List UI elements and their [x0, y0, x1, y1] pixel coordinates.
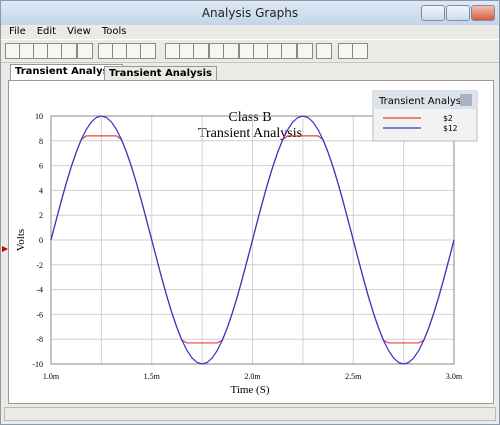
tab[interactable]: Transient Analysis	[104, 66, 217, 81]
y-tick-label: 0	[39, 236, 43, 245]
chart-subtitle: Transient Analysis	[198, 126, 302, 141]
title-bar: Analysis Graphs	[1, 1, 499, 25]
legend: Transient Analysis $2$12	[372, 90, 478, 142]
toolbar-button[interactable]	[352, 43, 368, 59]
chart-title: Class B	[228, 110, 271, 125]
y-tick-label: 2	[39, 211, 43, 220]
window-title: Analysis Graphs	[201, 6, 299, 20]
toolbar-button[interactable]	[223, 43, 239, 59]
x-tick-label: 2.5m	[345, 372, 362, 381]
y-tick-label: -10	[32, 360, 43, 369]
x-tick-label: 3.0m	[446, 372, 463, 381]
y-axis-label: Volts	[15, 229, 27, 251]
toolbar	[1, 39, 499, 63]
menu-item[interactable]: File	[9, 26, 26, 37]
cursor-marker	[2, 246, 8, 252]
series-line	[50, 115, 455, 365]
maximize-button[interactable]	[446, 5, 470, 21]
y-tick-label: 8	[39, 137, 43, 146]
y-tick-label: 4	[39, 186, 43, 195]
menu-item[interactable]: Edit	[36, 26, 57, 37]
x-axis-label: Time (S)	[230, 384, 269, 396]
menu-item[interactable]: View	[67, 26, 91, 37]
legend-close[interactable]	[460, 94, 472, 106]
y-tick-label: -8	[36, 335, 43, 344]
x-tick-label: 2.0m	[244, 372, 261, 381]
toolbar-button[interactable]	[61, 43, 77, 59]
x-tick-label: 1.5m	[144, 372, 161, 381]
menu-item[interactable]: Tools	[101, 26, 127, 37]
y-tick-label: 10	[35, 112, 43, 121]
close-button[interactable]	[471, 5, 495, 21]
legend-label: $12	[443, 124, 458, 133]
y-tick-label: -4	[36, 286, 43, 295]
menu-bar: File Edit View Tools	[1, 25, 499, 39]
legend-label: $2	[443, 114, 453, 123]
toolbar-button[interactable]	[193, 43, 209, 59]
minimize-button[interactable]	[421, 5, 445, 21]
x-tick-label: 1.0m	[43, 372, 60, 381]
tab-bar: Transient Analysis Transient Analysis	[1, 63, 499, 81]
y-tick-label: -6	[36, 310, 43, 319]
status-bar	[4, 407, 496, 421]
toolbar-button[interactable]	[77, 43, 93, 59]
y-tick-label: -2	[36, 261, 43, 270]
toolbar-button[interactable]	[281, 43, 297, 59]
legend-title: Transient Analysis	[378, 96, 469, 107]
toolbar-button[interactable]	[316, 43, 332, 59]
legend-header	[373, 91, 477, 109]
toolbar-button[interactable]	[140, 43, 156, 59]
toolbar-button[interactable]	[297, 43, 313, 59]
y-tick-label: 6	[39, 162, 43, 171]
